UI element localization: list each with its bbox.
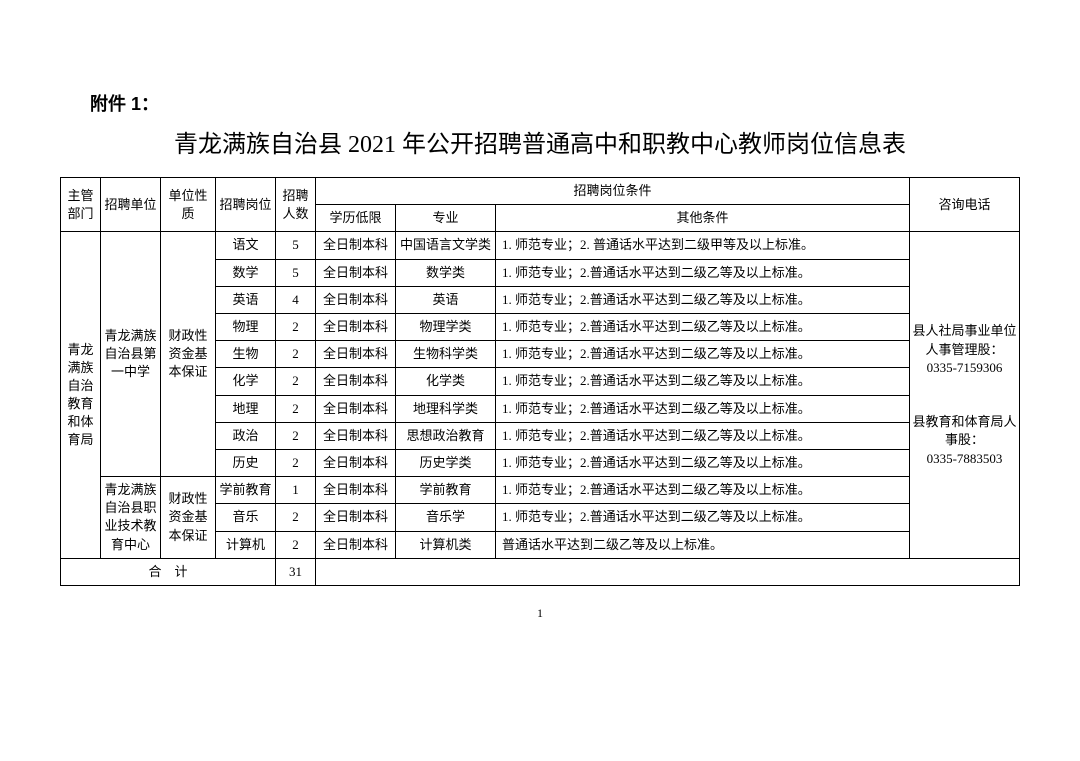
cell-count: 2 xyxy=(276,449,316,476)
cell-other: 1. 师范专业；2.普通话水平达到二级乙等及以上标准。 xyxy=(496,449,910,476)
cell-post: 学前教育 xyxy=(216,477,276,504)
cell-post: 语文 xyxy=(216,232,276,259)
th-dept: 主管部门 xyxy=(61,178,101,232)
cell-post: 地理 xyxy=(216,395,276,422)
cell-major: 思想政治教育 xyxy=(396,422,496,449)
cell-edu: 全日制本科 xyxy=(316,422,396,449)
cell-major: 数学类 xyxy=(396,259,496,286)
cell-count: 2 xyxy=(276,504,316,531)
cell-major: 历史学类 xyxy=(396,449,496,476)
cell-count: 5 xyxy=(276,259,316,286)
cell-count: 2 xyxy=(276,341,316,368)
cell-edu: 全日制本科 xyxy=(316,449,396,476)
cell-edu: 全日制本科 xyxy=(316,368,396,395)
th-edu: 学历低限 xyxy=(316,205,396,232)
cell-other: 1. 师范专业；2. 普通话水平达到二级甲等及以上标准。 xyxy=(496,232,910,259)
cell-other: 1. 师范专业；2.普通话水平达到二级乙等及以上标准。 xyxy=(496,395,910,422)
cell-post: 政治 xyxy=(216,422,276,449)
cell-other: 1. 师范专业；2.普通话水平达到二级乙等及以上标准。 xyxy=(496,259,910,286)
cell-dept: 青龙满族自治教育和体育局 xyxy=(61,232,101,558)
cell-major: 化学类 xyxy=(396,368,496,395)
th-unit: 招聘单位 xyxy=(101,178,161,232)
th-conditions: 招聘岗位条件 xyxy=(316,178,910,205)
cell-post: 历史 xyxy=(216,449,276,476)
cell-post: 物理 xyxy=(216,313,276,340)
job-info-table: 主管部门 招聘单位 单位性质 招聘岗位 招聘人数 招聘岗位条件 咨询电话 学历低… xyxy=(60,177,1020,586)
header-row-1: 主管部门 招聘单位 单位性质 招聘岗位 招聘人数 招聘岗位条件 咨询电话 xyxy=(61,178,1020,205)
th-other: 其他条件 xyxy=(496,205,910,232)
cell-count: 4 xyxy=(276,286,316,313)
cell-major: 音乐学 xyxy=(396,504,496,531)
cell-other: 1. 师范专业；2.普通话水平达到二级乙等及以上标准。 xyxy=(496,286,910,313)
cell-edu: 全日制本科 xyxy=(316,286,396,313)
th-count: 招聘人数 xyxy=(276,178,316,232)
cell-phone: 县人社局事业单位人事管理股：0335-7159306县教育和体育局人事股：033… xyxy=(910,232,1020,558)
cell-count: 2 xyxy=(276,368,316,395)
th-phone: 咨询电话 xyxy=(910,178,1020,232)
cell-other: 1. 师范专业；2.普通话水平达到二级乙等及以上标准。 xyxy=(496,477,910,504)
cell-major: 计算机类 xyxy=(396,531,496,558)
cell-edu: 全日制本科 xyxy=(316,504,396,531)
cell-other: 1. 师范专业；2.普通话水平达到二级乙等及以上标准。 xyxy=(496,368,910,395)
cell-other: 1. 师范专业；2.普通话水平达到二级乙等及以上标准。 xyxy=(496,313,910,340)
cell-total-count: 31 xyxy=(276,558,316,585)
th-post: 招聘岗位 xyxy=(216,178,276,232)
cell-major: 地理科学类 xyxy=(396,395,496,422)
cell-post: 音乐 xyxy=(216,504,276,531)
cell-unit: 青龙满族自治县第一中学 xyxy=(101,232,161,477)
th-major: 专业 xyxy=(396,205,496,232)
cell-total-empty xyxy=(316,558,1020,585)
cell-count: 1 xyxy=(276,477,316,504)
cell-nature: 财政性资金基本保证 xyxy=(161,477,216,559)
cell-nature: 财政性资金基本保证 xyxy=(161,232,216,477)
cell-count: 5 xyxy=(276,232,316,259)
table-row: 青龙满族自治教育和体育局青龙满族自治县第一中学财政性资金基本保证语文5全日制本科… xyxy=(61,232,1020,259)
cell-count: 2 xyxy=(276,531,316,558)
cell-post: 生物 xyxy=(216,341,276,368)
th-nature: 单位性质 xyxy=(161,178,216,232)
cell-major: 学前教育 xyxy=(396,477,496,504)
table-row: 青龙满族自治县职业技术教育中心财政性资金基本保证学前教育1全日制本科学前教育1.… xyxy=(61,477,1020,504)
cell-other: 1. 师范专业；2.普通话水平达到二级乙等及以上标准。 xyxy=(496,341,910,368)
cell-other: 普通话水平达到二级乙等及以上标准。 xyxy=(496,531,910,558)
cell-count: 2 xyxy=(276,395,316,422)
cell-edu: 全日制本科 xyxy=(316,531,396,558)
cell-count: 2 xyxy=(276,313,316,340)
cell-post: 化学 xyxy=(216,368,276,395)
cell-edu: 全日制本科 xyxy=(316,341,396,368)
cell-major: 物理学类 xyxy=(396,313,496,340)
cell-post: 英语 xyxy=(216,286,276,313)
cell-major: 英语 xyxy=(396,286,496,313)
document-page: 附件 1： 青龙满族自治县 2021 年公开招聘普通高中和职教中心教师岗位信息表… xyxy=(0,0,1080,641)
cell-edu: 全日制本科 xyxy=(316,313,396,340)
table-body: 青龙满族自治教育和体育局青龙满族自治县第一中学财政性资金基本保证语文5全日制本科… xyxy=(61,232,1020,586)
total-row: 合 计31 xyxy=(61,558,1020,585)
cell-major: 中国语言文学类 xyxy=(396,232,496,259)
cell-other: 1. 师范专业；2.普通话水平达到二级乙等及以上标准。 xyxy=(496,422,910,449)
cell-count: 2 xyxy=(276,422,316,449)
cell-unit: 青龙满族自治县职业技术教育中心 xyxy=(101,477,161,559)
attachment-label: 附件 1： xyxy=(90,90,1020,116)
cell-edu: 全日制本科 xyxy=(316,477,396,504)
cell-other: 1. 师范专业；2.普通话水平达到二级乙等及以上标准。 xyxy=(496,504,910,531)
cell-post: 计算机 xyxy=(216,531,276,558)
page-number: 1 xyxy=(60,606,1020,621)
cell-total-label: 合 计 xyxy=(61,558,276,585)
cell-edu: 全日制本科 xyxy=(316,232,396,259)
cell-edu: 全日制本科 xyxy=(316,259,396,286)
cell-post: 数学 xyxy=(216,259,276,286)
page-title: 青龙满族自治县 2021 年公开招聘普通高中和职教中心教师岗位信息表 xyxy=(60,124,1020,159)
cell-edu: 全日制本科 xyxy=(316,395,396,422)
cell-major: 生物科学类 xyxy=(396,341,496,368)
